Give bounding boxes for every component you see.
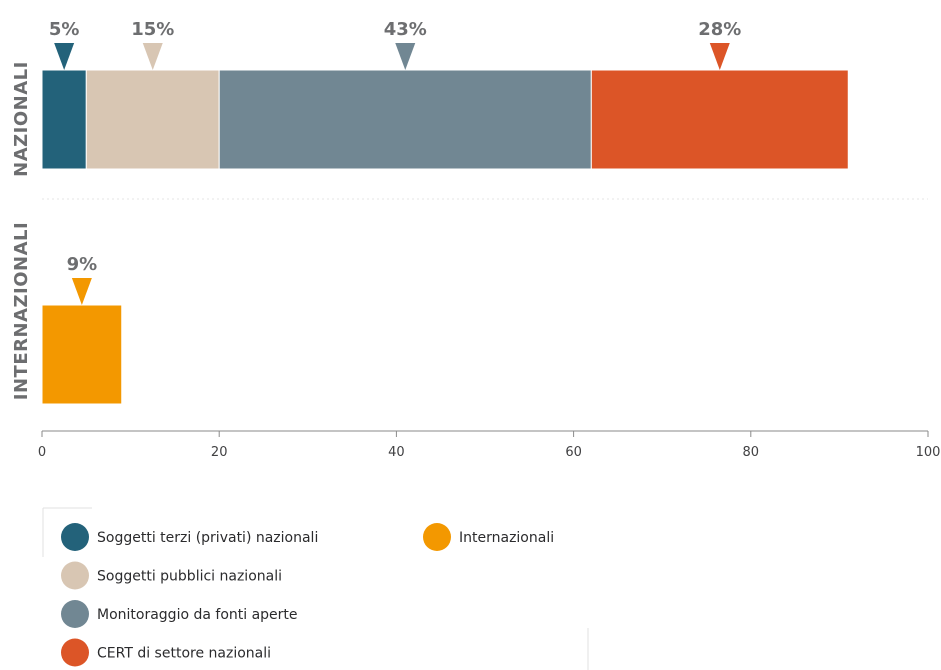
bar-segment (218, 69, 592, 170)
bar-segment (41, 69, 87, 170)
bar-segment (85, 69, 220, 170)
value-marker-arrow (54, 43, 75, 70)
x-tick-label: 40 (388, 445, 405, 460)
value-marker-arrow (395, 43, 416, 70)
data-label: 9% (67, 254, 98, 275)
bars-layer (41, 69, 849, 405)
legend: Soggetti terzi (privati) nazionali Sogget… (61, 523, 554, 667)
x-tick-label: 0 (38, 445, 46, 460)
x-tick-label: 80 (743, 445, 760, 460)
legend-swatch (61, 561, 89, 590)
data-label: 43% (384, 19, 427, 40)
value-marker-arrow (71, 278, 92, 305)
markers-layer: 5% 15% 43% 28% 9% (49, 19, 741, 305)
x-axis: 0 20 40 60 80 100 (38, 430, 941, 460)
data-label: 15% (131, 19, 174, 40)
legend-label: Soggetti terzi (privati) nazionali (97, 530, 318, 546)
x-tick-label: 20 (211, 445, 228, 460)
value-marker-arrow (142, 43, 163, 70)
value-marker-arrow (709, 43, 730, 70)
legend-swatch (61, 638, 89, 667)
x-tick-label: 60 (565, 445, 582, 460)
data-label: 5% (49, 19, 80, 40)
legend-swatch (423, 523, 451, 551)
legend-label: Monitoraggio da fonti aperte (97, 607, 298, 623)
legend-label: Internazionali (459, 530, 554, 546)
legend-swatch (61, 600, 89, 628)
legend-label: CERT di settore nazionali (97, 646, 271, 662)
legend-swatch (61, 523, 89, 551)
bar-segment (590, 69, 849, 170)
bar-segment (41, 304, 123, 405)
data-label: 28% (698, 19, 741, 40)
row-label-nazionali: NAZIONALI (11, 61, 32, 177)
row-label-internazionali: INTERNAZIONALI (11, 222, 32, 400)
legend-label: Soggetti pubblici nazionali (97, 569, 282, 585)
x-tick-label: 100 (916, 445, 941, 460)
